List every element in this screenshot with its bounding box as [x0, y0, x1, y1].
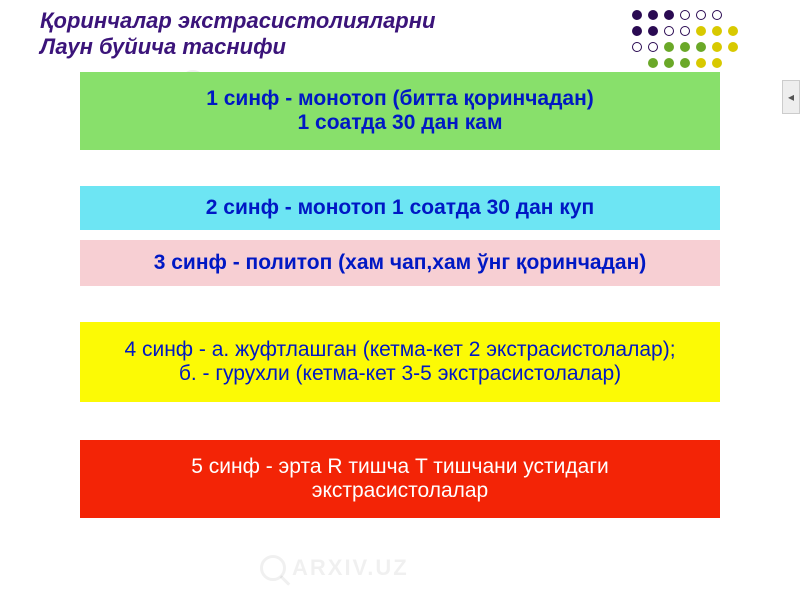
class-box-line: 5 синф - эрта R тишча T тишчани устидаги [80, 455, 720, 479]
decor-dot [712, 10, 722, 20]
title-line-1: Қоринчалар экстрасистолияларни [40, 8, 580, 34]
decor-dot [632, 42, 642, 52]
decor-dot [664, 58, 674, 68]
corner-divider-lines [616, 8, 620, 68]
decor-dot [664, 26, 674, 36]
decor-dot [648, 26, 658, 36]
class-box-line: б. - гурухли (кетма-кет 3-5 экстрасистол… [80, 362, 720, 386]
slide-title: Қоринчалар экстрасистолияларни Лаун буйи… [40, 8, 580, 60]
decor-dot [664, 42, 674, 52]
decor-dot [712, 58, 722, 68]
class-box-line: 4 синф - а. жуфтлашган (кетма-кет 2 экст… [80, 338, 720, 362]
decor-dot [696, 26, 706, 36]
decor-dot [680, 10, 690, 20]
decor-dot [632, 26, 642, 36]
class-box-class1: 1 синф - монотоп (битта қоринчадан)1 соа… [80, 72, 720, 150]
decor-dot [664, 10, 674, 20]
decor-dot [728, 42, 738, 52]
decor-dot [648, 42, 658, 52]
watermark: ARXIV.UZ [260, 555, 409, 581]
class-box-line: 2 синф - монотоп 1 соатда 30 дан куп [80, 196, 720, 220]
decor-dot [712, 26, 722, 36]
decor-dot [696, 10, 706, 20]
decor-dot [648, 58, 658, 68]
class-box-line: экстрасистолалар [80, 479, 720, 503]
class-box-class5: 5 синф - эрта R тишча T тишчани устидаги… [80, 440, 720, 518]
decor-dot [696, 58, 706, 68]
decor-dot [680, 26, 690, 36]
decor-dot [728, 26, 738, 36]
decor-dot [680, 58, 690, 68]
class-box-line: 1 синф - монотоп (битта қоринчадан) [80, 87, 720, 111]
decor-dot [632, 10, 642, 20]
corner-dot-grid [622, 6, 782, 76]
class-box-class4: 4 синф - а. жуфтлашган (кетма-кет 2 экст… [80, 322, 720, 402]
decor-dot [680, 42, 690, 52]
class-box-line: 1 соатда 30 дан кам [80, 111, 720, 135]
title-line-2: Лаун буйича таснифи [40, 34, 580, 60]
class-box-class3: 3 синф - политоп (хам чап,хам ўнг қоринч… [80, 240, 720, 286]
decor-dot [712, 42, 722, 52]
decor-dot [696, 42, 706, 52]
class-box-line: 3 синф - политоп (хам чап,хам ўнг қоринч… [80, 251, 720, 275]
decor-dot [648, 10, 658, 20]
class-box-class2: 2 синф - монотоп 1 соатда 30 дан куп [80, 186, 720, 230]
side-tab[interactable]: ◂ [782, 80, 800, 114]
